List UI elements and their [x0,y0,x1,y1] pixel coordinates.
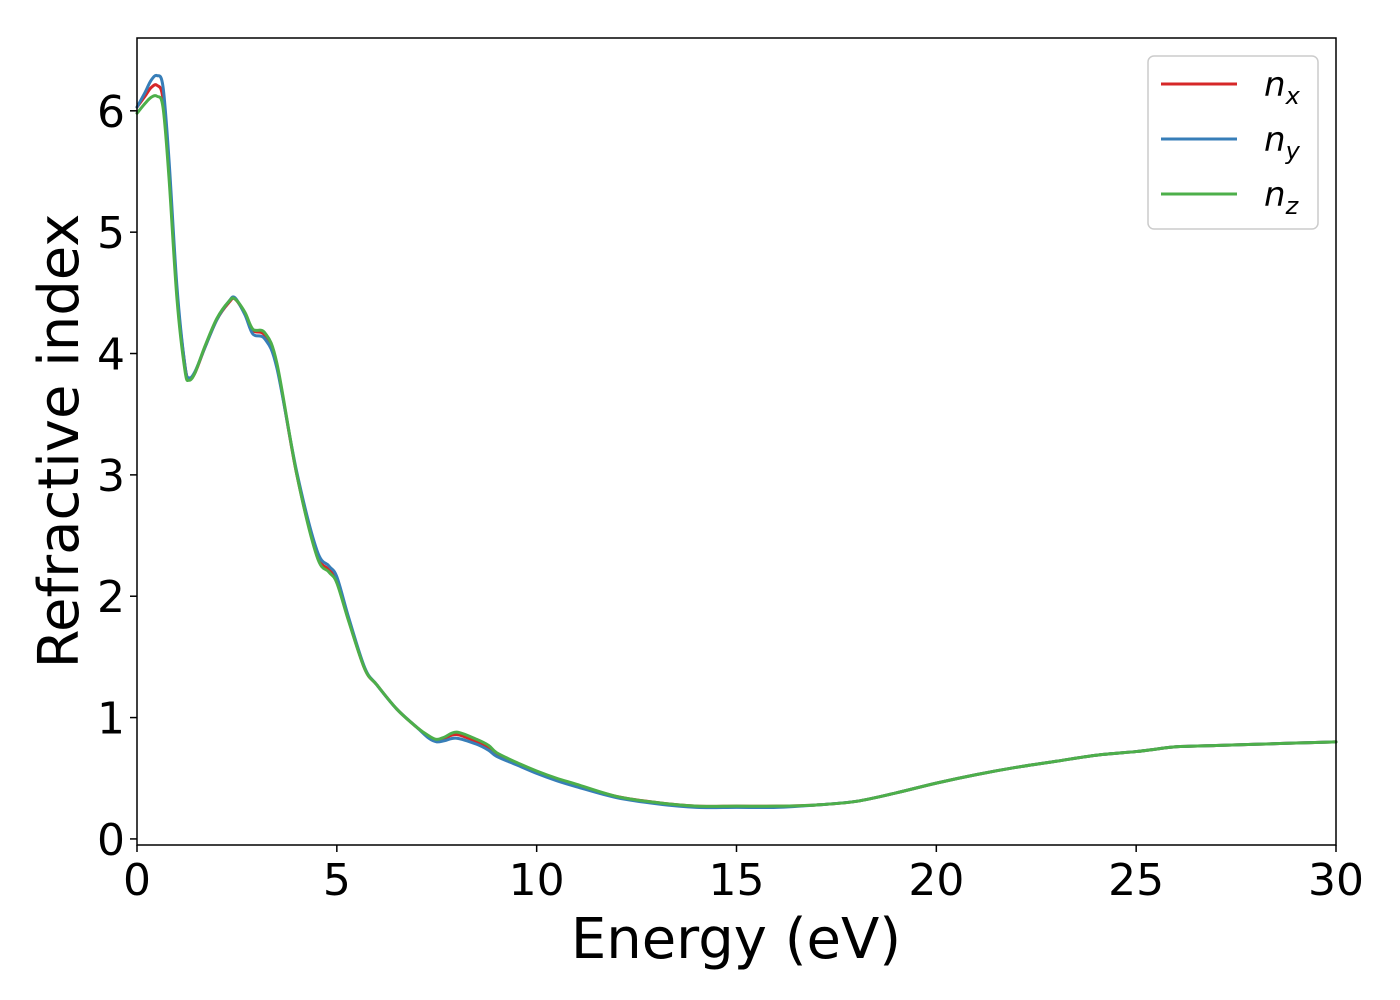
y-tick-label: 0 [97,815,125,866]
y-tick-label: 3 [97,451,125,502]
y-tick-label: 2 [97,572,125,623]
legend-label-main: n [1264,120,1286,160]
x-axis-ticks: 0 5 10 15 20 25 30 [123,845,1364,906]
legend-label-subscript: x [1285,82,1301,110]
series-layer [135,73,1338,810]
x-tick-label: 30 [1308,855,1364,906]
x-tick-label: 20 [908,855,964,906]
legend-label-subscript: z [1285,192,1300,220]
x-tick-label: 5 [323,855,351,906]
legend-label-z: nz [1264,175,1300,220]
y-axis-label: Refractive index [27,214,92,669]
x-tick-label: 15 [709,855,765,906]
legend-label-x: nx [1264,65,1301,110]
legend-box [1147,55,1319,230]
legend-label-main: n [1264,175,1286,215]
series-line-z [135,94,1338,808]
y-tick-label: 4 [97,330,125,381]
legend-label-main: n [1264,65,1286,105]
y-tick-label: 1 [97,694,125,745]
x-axis-label: Energy (eV) [571,907,901,972]
y-tick-label: 6 [97,87,125,138]
x-tick-label: 25 [1108,855,1164,906]
x-tick-label: 10 [509,855,565,906]
y-axis-ticks: 0 1 2 3 4 5 6 [97,87,137,866]
y-tick-label: 5 [97,208,125,259]
x-tick-label: 0 [123,855,151,906]
legend-label-y: ny [1264,120,1301,165]
legend-label-subscript: y [1285,137,1301,165]
